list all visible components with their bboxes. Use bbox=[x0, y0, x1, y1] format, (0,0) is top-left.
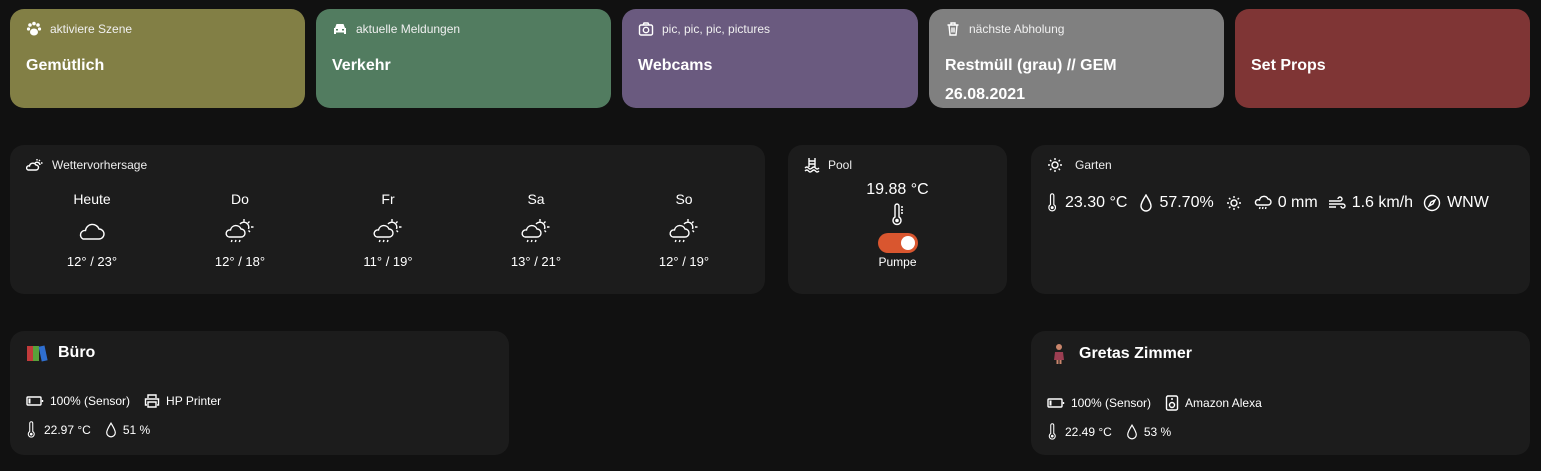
thermometer-icon bbox=[1048, 193, 1057, 212]
compass-icon bbox=[1423, 194, 1441, 212]
tile-subtitle: nächste Abholung bbox=[969, 22, 1065, 36]
webcams-tile[interactable]: pic, pic, pic, pictures Webcams bbox=[622, 9, 918, 108]
camera-icon bbox=[638, 22, 654, 36]
garden-wind-direction: WNW bbox=[1447, 194, 1489, 211]
room-title: Gretas Zimmer bbox=[1079, 345, 1192, 362]
tile-title: Webcams bbox=[638, 57, 713, 74]
humidity-icon bbox=[105, 422, 116, 438]
partly-rainy-icon bbox=[225, 219, 254, 243]
device-name[interactable]: HP Printer bbox=[166, 394, 222, 408]
tile-subtitle: pic, pic, pic, pictures bbox=[662, 22, 771, 36]
garden-temperature: 23.30 °C bbox=[1065, 194, 1128, 211]
forecast-day-label: Do bbox=[231, 191, 249, 207]
room-temperature: 22.97 °C bbox=[44, 423, 91, 437]
tile-title: Verkehr bbox=[332, 57, 391, 74]
room-humidity: 53 % bbox=[1143, 425, 1172, 439]
tile-title: Gemütlich bbox=[26, 57, 105, 74]
humidity-icon bbox=[1140, 194, 1153, 212]
binders-icon bbox=[27, 345, 48, 362]
partly-cloudy-icon bbox=[26, 159, 43, 171]
device-name[interactable]: Amazon Alexa bbox=[1185, 396, 1262, 410]
partly-rainy-icon bbox=[669, 219, 698, 243]
sun-icon bbox=[1226, 196, 1241, 210]
pool-icon bbox=[804, 158, 820, 173]
thermometer-icon bbox=[1048, 423, 1056, 440]
waste-tile[interactable]: nächste Abholung Restmüll (grau) // GEM 2… bbox=[929, 9, 1224, 108]
forecast-day: Heute 12° / 23° bbox=[32, 191, 152, 269]
car-icon bbox=[334, 24, 346, 34]
wind-icon bbox=[1328, 196, 1346, 209]
scene-tile[interactable]: aktiviere Szene Gemütlich bbox=[10, 9, 305, 108]
forecast-temperature: 12° / 19° bbox=[658, 254, 710, 269]
trash-icon bbox=[947, 22, 959, 36]
speaker-icon bbox=[1165, 395, 1179, 411]
forecast-day-label: So bbox=[675, 191, 693, 207]
forecast-day-label: Sa bbox=[527, 191, 545, 207]
tile-title: Restmüll (grau) // GEM bbox=[945, 57, 1117, 74]
printer-icon bbox=[144, 394, 160, 408]
forecast-temperature: 11° / 19° bbox=[363, 254, 413, 269]
cloudy-icon bbox=[79, 223, 105, 240]
room-card-buero[interactable]: Büro 100% (Sensor) HP Printer 22.97 °C 5… bbox=[10, 331, 509, 455]
tile-subtitle: aktuelle Meldungen bbox=[356, 22, 461, 36]
card-title: Pool bbox=[828, 158, 853, 172]
room-humidity: 51 % bbox=[122, 423, 151, 437]
thermometer-icon bbox=[891, 203, 903, 226]
sun-icon bbox=[1048, 158, 1062, 172]
forecast-day: Sa 13° / 21° bbox=[476, 191, 596, 269]
forecast-day: So 12° / 19° bbox=[624, 191, 744, 269]
pump-label: Pumpe bbox=[878, 255, 917, 269]
forecast-day: Do 12° / 18° bbox=[180, 191, 300, 269]
partly-rainy-icon bbox=[373, 219, 402, 243]
thermometer-icon bbox=[27, 421, 35, 438]
battery-level: 100% (Sensor) bbox=[50, 394, 131, 408]
traffic-tile[interactable]: aktuelle Meldungen Verkehr bbox=[316, 9, 611, 108]
battery-level: 100% (Sensor) bbox=[1071, 396, 1152, 410]
partly-rainy-icon bbox=[521, 219, 550, 243]
garden-rain: 0 mm bbox=[1277, 194, 1318, 211]
battery-icon bbox=[1047, 398, 1065, 408]
battery-icon bbox=[26, 396, 44, 406]
pump-toggle[interactable] bbox=[877, 233, 918, 253]
pool-temperature: 19.88 °C bbox=[866, 181, 929, 198]
garden-wind: 1.6 km/h bbox=[1351, 194, 1414, 211]
rain-icon bbox=[1254, 195, 1272, 210]
humidity-icon bbox=[1126, 424, 1137, 440]
girl-icon bbox=[1054, 344, 1064, 364]
forecast-day-label: Heute bbox=[73, 191, 111, 207]
garden-card[interactable]: Garten 23.30 °C 57.70% 0 mm 1.6 km/h WNW bbox=[1031, 145, 1530, 294]
weather-forecast-card[interactable]: Wettervorhersage Heute 12° / 23° Do 12° / 1… bbox=[10, 145, 765, 294]
room-card-greta[interactable]: Gretas Zimmer 100% (Sensor) Amazon Alexa… bbox=[1031, 331, 1530, 455]
forecast-temperature: 12° / 18° bbox=[214, 254, 266, 269]
pool-card[interactable]: Pool 19.88 °C Pumpe bbox=[788, 145, 1007, 294]
tile-date: 26.08.2021 bbox=[945, 86, 1026, 103]
room-temperature: 22.49 °C bbox=[1065, 425, 1112, 439]
card-title: Garten bbox=[1075, 158, 1112, 172]
card-title: Wettervorhersage bbox=[52, 158, 148, 172]
forecast-temperature: 12° / 23° bbox=[66, 254, 118, 269]
paw-icon bbox=[26, 21, 42, 36]
tile-subtitle: aktiviere Szene bbox=[50, 22, 133, 36]
garden-humidity: 57.70% bbox=[1159, 194, 1214, 211]
forecast-day: Fr 11° / 19° bbox=[328, 191, 448, 269]
room-title: Büro bbox=[58, 344, 96, 361]
set-props-tile[interactable]: Set Props bbox=[1235, 9, 1530, 108]
forecast-day-label: Fr bbox=[381, 191, 395, 207]
tile-title: Set Props bbox=[1251, 57, 1326, 74]
forecast-temperature: 13° / 21° bbox=[510, 254, 562, 269]
